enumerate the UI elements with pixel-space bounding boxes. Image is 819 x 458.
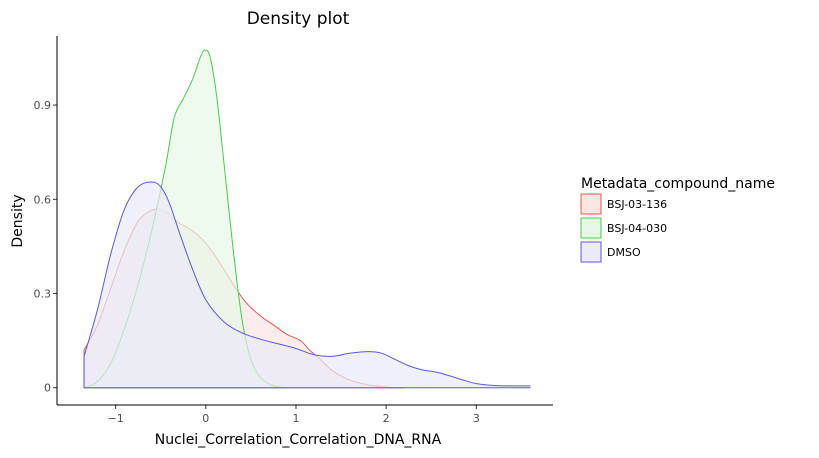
x-tick-label: 3 [473,412,480,425]
legend-title: Metadata_compound_name [581,176,775,192]
legend-items: BSJ-03-136 BSJ-04-030 DMSO [580,193,667,263]
y-tick-label: 0.9 [34,99,52,112]
x-tick-label: 1 [292,412,299,425]
density-area-dmso [84,182,531,388]
x-axis-title: Nuclei_Correlation_Correlation_DNA_RNA [155,432,442,448]
y-axis-title: Density [10,194,26,247]
x-tick-label: −1 [108,412,124,425]
legend-swatch-dmso [580,241,602,263]
legend: Metadata_compound_name BSJ-03-136 BSJ-04-… [580,176,775,263]
chart-title: Density plot [247,9,350,29]
legend-label-dmso: DMSO [607,246,641,259]
density-areas [83,49,531,389]
y-tick-label: 0.3 [34,288,52,301]
x-tick-label: 0 [202,412,209,425]
x-tick-label: 2 [383,412,390,425]
legend-swatch-bsj-03-136 [580,193,602,215]
y-tick-label: 0.6 [34,193,52,206]
y-axis-ticks: 0 0.3 0.6 0.9 [34,99,57,395]
x-axis-ticks: −1 0 1 2 3 [108,405,480,425]
density-baseline-dmso [83,356,531,389]
density-line-dmso [83,181,531,387]
legend-label-bsj-04-030: BSJ-04-030 [607,222,667,235]
legend-swatch-bsj-04-030 [580,217,602,239]
y-tick-label: 0 [44,382,51,395]
legend-label-bsj-03-136: BSJ-03-136 [607,198,667,211]
